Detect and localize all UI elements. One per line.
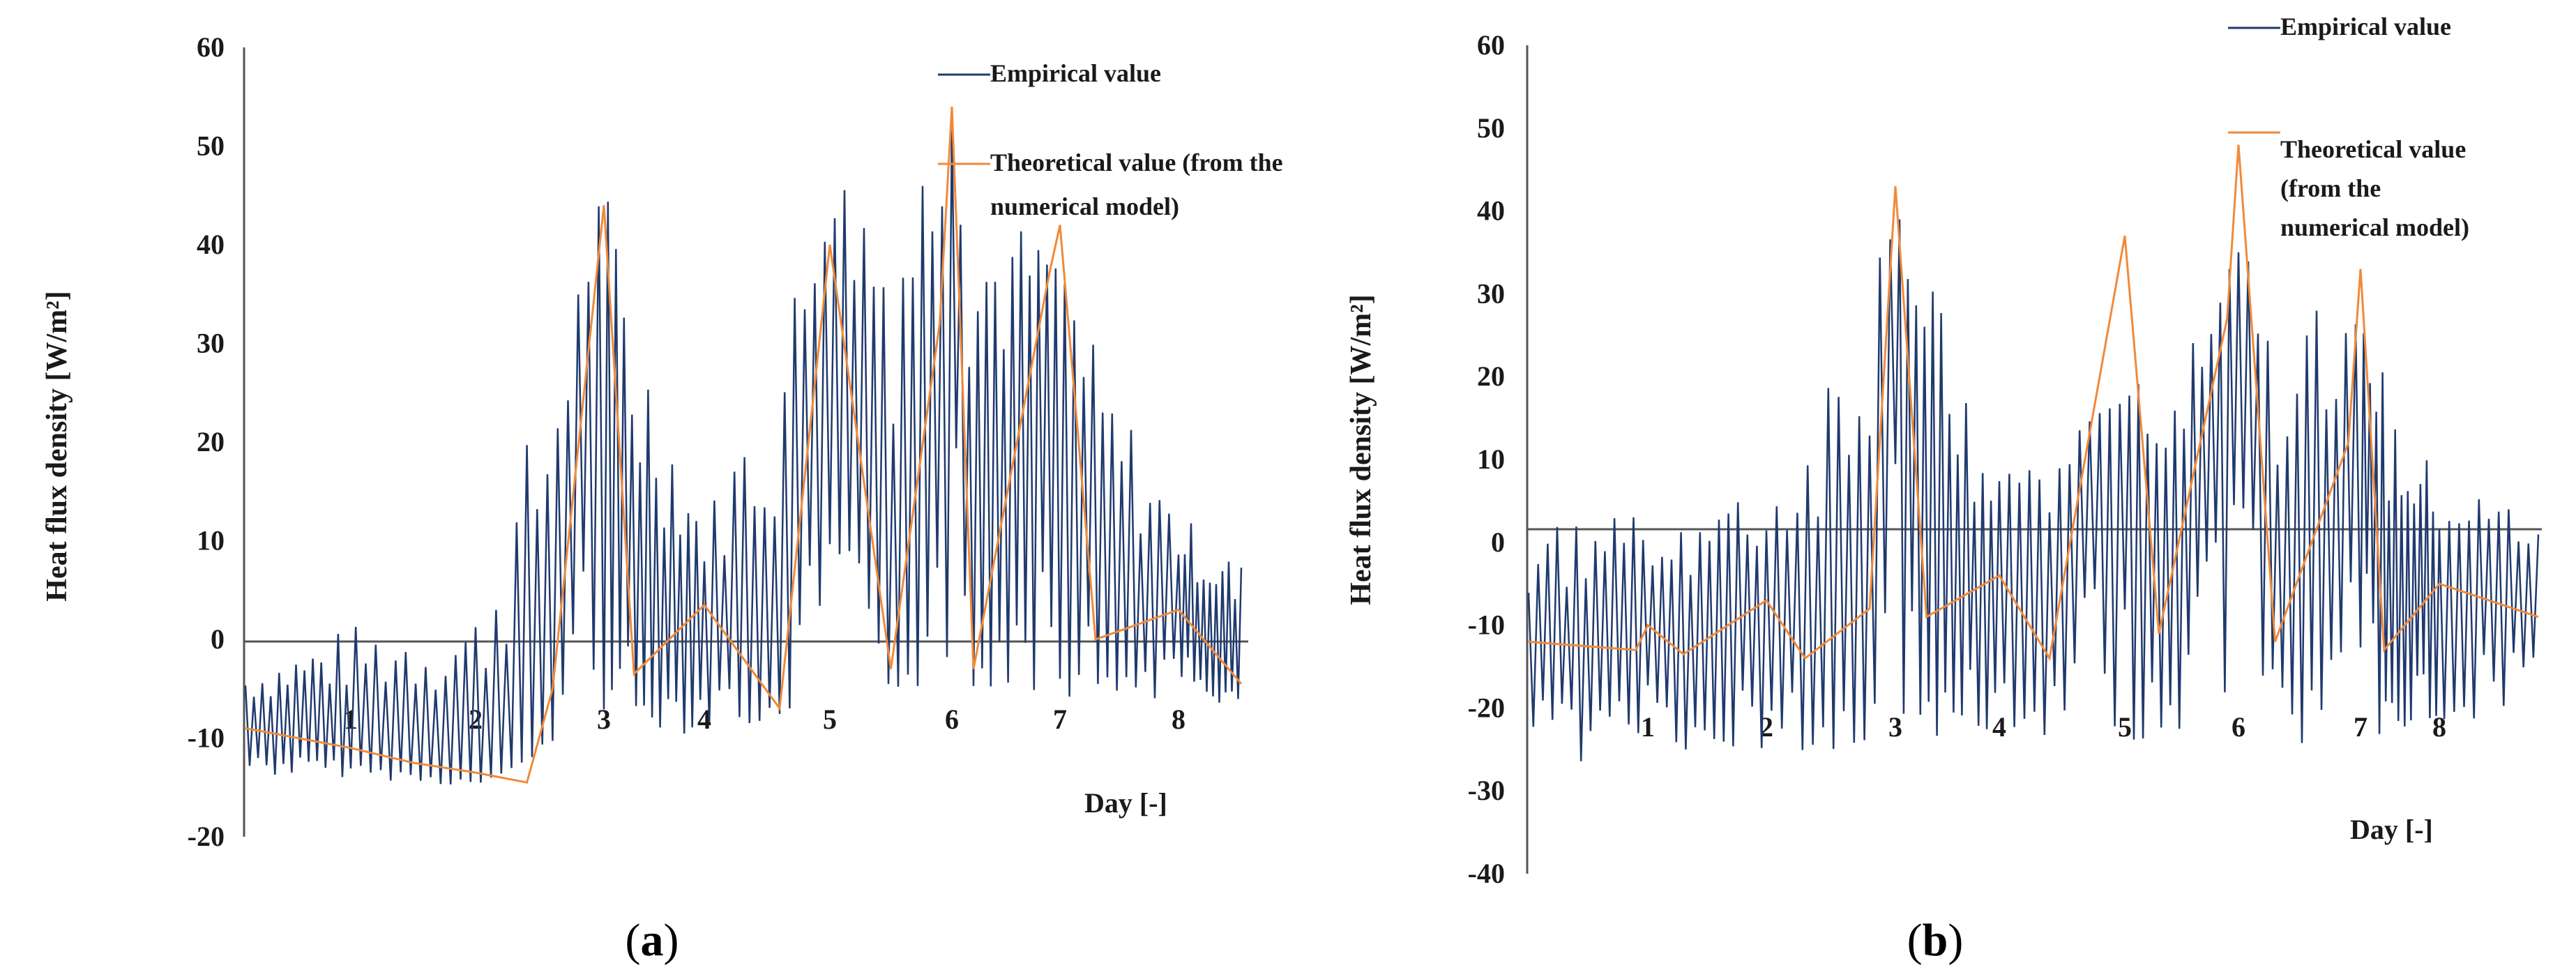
y-tick-label: 40 xyxy=(1477,195,1505,227)
empirical-series-line xyxy=(244,126,1243,784)
y-tick-label: 30 xyxy=(1477,278,1505,309)
y-tick-label: -10 xyxy=(1468,609,1505,641)
day-label: 6 xyxy=(945,704,959,735)
y-tick-label: 30 xyxy=(197,328,225,359)
y-tick-label: -20 xyxy=(1468,692,1505,723)
legend-label-theoretical-line1: Theoretical value xyxy=(2280,135,2466,163)
day-label: 6 xyxy=(2232,711,2245,743)
y-tick-label: 40 xyxy=(197,229,225,260)
caption-b-letter: b xyxy=(1923,915,1948,966)
y-tick-label: 20 xyxy=(197,426,225,457)
day-label: 7 xyxy=(2354,711,2367,743)
y-tick-label: 10 xyxy=(1477,443,1505,475)
day-label: 2 xyxy=(469,704,483,735)
y-axis-label: Heat flux density [W/m²] xyxy=(41,291,73,601)
y-tick-label: -40 xyxy=(1468,858,1505,889)
y-tick-label: -30 xyxy=(1468,775,1505,806)
y-ticks: -40 -30 -20 -10 0 10 20 30 40 50 60 xyxy=(1468,29,1505,889)
y-tick-label: 50 xyxy=(197,130,225,162)
y-ticks: -20 -10 0 10 20 30 40 50 60 xyxy=(188,31,225,852)
legend-label-theoretical-line2: numerical model) xyxy=(990,192,1179,220)
day-label: 8 xyxy=(1172,704,1185,735)
day-label: 3 xyxy=(597,704,611,735)
legend-label-theoretical-line3: numerical model) xyxy=(2280,213,2469,241)
y-tick-label: 60 xyxy=(197,31,225,63)
legend-label-empirical: Empirical value xyxy=(990,59,1161,87)
y-tick-label: 0 xyxy=(1491,526,1505,558)
y-tick-label: 20 xyxy=(1477,361,1505,392)
legend-label-theoretical-line1: Theoretical value (from the xyxy=(990,149,1283,176)
day-label: 4 xyxy=(697,704,711,735)
x-axis-label: Day [-] xyxy=(1084,787,1167,819)
caption-a: (a) xyxy=(626,915,679,966)
theoretical-series-line xyxy=(1528,144,2539,662)
caption-a-letter: a xyxy=(641,915,664,966)
day-label: 1 xyxy=(1641,711,1655,743)
legend-label-theoretical-line2: (from the xyxy=(2280,174,2381,202)
caption-b: (b) xyxy=(1907,915,1964,966)
day-label: 7 xyxy=(1053,704,1067,735)
x-axis-label: Day [-] xyxy=(2350,814,2433,845)
y-tick-label: 60 xyxy=(1477,29,1505,61)
day-label: 5 xyxy=(823,704,837,735)
empirical-series-line xyxy=(1527,219,2540,761)
y-tick-label: -20 xyxy=(188,821,225,852)
y-tick-label: 50 xyxy=(1477,112,1505,144)
y-tick-label: 10 xyxy=(197,525,225,556)
legend-label-empirical: Empirical value xyxy=(2280,13,2451,40)
day-label: 8 xyxy=(2432,711,2446,743)
y-tick-label: 0 xyxy=(211,623,225,655)
day-label: 5 xyxy=(2118,711,2132,743)
y-axis-label: Heat flux density [W/m²] xyxy=(1345,294,1377,605)
y-tick-label: -10 xyxy=(188,722,225,754)
legend-label-theoretical: Theoretical value (from the numerical mo… xyxy=(990,149,1289,220)
theoretical-series-line xyxy=(245,106,1243,784)
legend-label-theoretical: Theoretical value (from the numerical mo… xyxy=(2280,135,2472,241)
day-label: 4 xyxy=(1992,711,2006,743)
day-label: 3 xyxy=(1888,711,1902,743)
